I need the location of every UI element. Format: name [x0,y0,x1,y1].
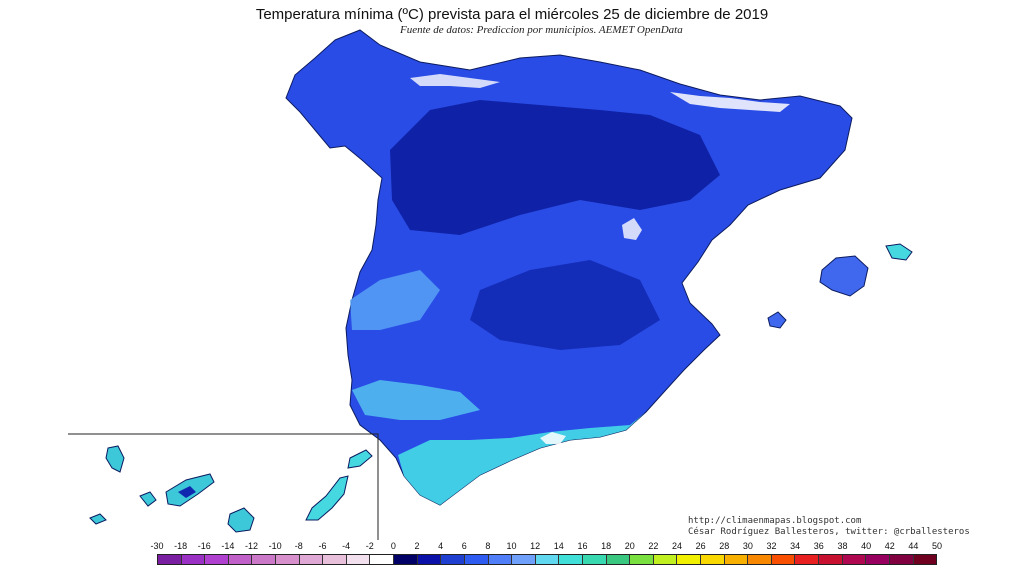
legend-swatch [582,555,607,564]
legend-tick-label: -14 [221,541,235,551]
legend-tick-label: 24 [671,541,683,551]
legend-tick-label: -16 [197,541,211,551]
color-legend: -30 -18 -16 -14 -12 -10 -8 -6 -4 -2 0 2 4 6 8 10 12 14 16 1… [150,541,942,569]
legend-swatch [889,555,914,564]
legend-swatch [441,555,465,564]
legend-tick-label: 38 [837,541,848,551]
legend-swatch [370,555,395,564]
legend-swatch [913,555,937,564]
legend-swatch [748,555,772,564]
legend-tick-label: 14 [553,541,564,551]
legend-swatch [417,555,442,564]
mild-southwest-patch [352,380,480,420]
legend-swatch [299,555,324,564]
legend-swatch [606,555,631,564]
legend-colorbar [157,554,937,565]
legend-swatch [228,555,253,564]
legend-tick-label: 20 [624,541,635,551]
credit-author: César Rodríguez Ballesteros, twitter: @c… [688,527,970,537]
tenerife-teide-core [178,486,196,498]
menorca-island [885,243,913,261]
legend-swatch [630,555,654,564]
legend-tick-label: 2 [414,541,420,551]
legend-swatch [771,555,796,564]
legend-tick-label: -12 [245,541,259,551]
legend-swatch [535,555,560,564]
legend-swatch [464,555,489,564]
credit-blog-url[interactable]: http://climaenmapas.blogspot.com [688,516,862,526]
legend-swatch [653,555,678,564]
ibiza-island [767,311,787,329]
mild-south-coast [398,412,646,505]
legend-tick-label: -2 [365,541,374,551]
map-subtitle: Fuente de datos: Prediccion por municipi… [400,24,683,36]
legend-tick-label: -30 [150,541,164,551]
legend-tick-label: -8 [294,541,303,551]
la-gomera-island [139,491,157,507]
legend-swatch [701,555,725,564]
snow-sierra-nevada [540,432,566,444]
legend-swatch [181,555,206,564]
legend-tick-label: -4 [342,541,351,551]
legend-tick-label: 44 [908,541,919,551]
legend-swatch [276,555,300,564]
legend-tick-label: 36 [813,541,824,551]
legend-swatch [158,555,182,564]
legend-swatch [394,555,418,564]
legend-tick-label: 28 [719,541,730,551]
legend-swatch [795,555,820,564]
legend-swatch [724,555,749,564]
legend-swatch [323,555,347,564]
el-hierro-island [89,513,107,525]
cold-core-south [470,260,660,350]
legend-swatch [677,555,702,564]
legend-labels: -30 -18 -16 -14 -12 -10 -8 -6 -4 -2 0 2 4 6 8 10 12 14 16 1… [150,541,942,553]
legend-tick-label: 0 [390,541,396,551]
legend-tick-label: 10 [506,541,517,551]
legend-swatch [559,555,583,564]
legend-tick-label: -6 [318,541,327,551]
snow-iberian-range [622,218,642,240]
map-title: Temperatura mínima (ºC) prevista para el… [255,6,769,23]
legend-tick-label: 12 [530,541,541,551]
legend-swatch [819,555,843,564]
fuerteventura-island [305,475,349,521]
legend-tick-label: 50 [931,541,943,551]
legend-tick-label: 16 [577,541,588,551]
legend-tick-label: 40 [861,541,872,551]
gran-canaria-island [227,507,255,533]
legend-swatch [842,555,867,564]
cold-core-north [390,100,720,235]
legend-tick-label: 6 [461,541,467,551]
canary-inset-frame [68,433,379,540]
legend-tick-label: 26 [695,541,706,551]
legend-tick-label: 42 [884,541,895,551]
mallorca-island [819,255,869,297]
legend-swatch [488,555,513,564]
legend-swatch [252,555,277,564]
legend-tick-label: 30 [742,541,753,551]
legend-tick-label: 32 [766,541,777,551]
legend-tick-label: 18 [601,541,612,551]
legend-tick-label: 4 [438,541,444,551]
snow-pyrenees [670,92,790,112]
legend-swatch [346,555,371,564]
credits: http://climaenmapas.blogspot.com César R… [688,516,970,538]
snow-cantabrian [410,74,500,88]
la-palma-island [105,445,125,473]
legend-swatch [866,555,890,564]
mild-west-patch [350,270,440,330]
legend-tick-label: -10 [268,541,282,551]
legend-swatch [512,555,536,564]
legend-swatch [205,555,229,564]
legend-tick-label: 34 [790,541,801,551]
legend-tick-label: 8 [485,541,491,551]
legend-tick-label: 22 [648,541,659,551]
lanzarote-island [347,449,373,469]
legend-tick-label: -18 [174,541,188,551]
